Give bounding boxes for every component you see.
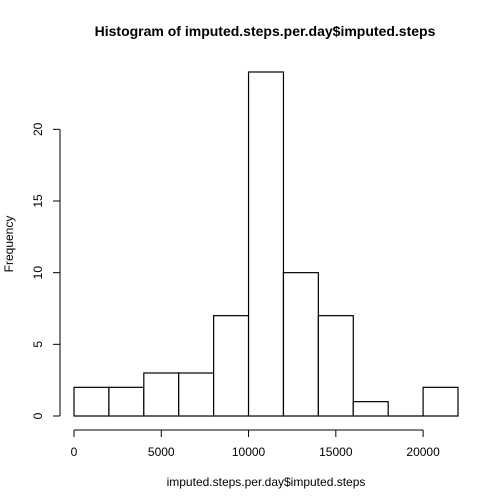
x-axis-label: imputed.steps.per.day$imputed.steps xyxy=(167,475,366,489)
y-tick-label: 15 xyxy=(31,194,45,208)
x-tick-label: 15000 xyxy=(319,445,353,459)
y-tick-label: 0 xyxy=(31,412,45,419)
y-tick-label: 10 xyxy=(31,266,45,280)
histogram-bar xyxy=(178,372,215,417)
histogram-bar xyxy=(108,386,145,417)
histogram-bar xyxy=(213,315,250,417)
histogram-bar xyxy=(352,401,389,417)
x-tick-label: 0 xyxy=(71,445,78,459)
y-tick-label: 5 xyxy=(31,341,45,348)
histogram-bar xyxy=(422,386,459,417)
bars-group xyxy=(73,71,459,417)
chart-title: Histogram of imputed.steps.per.day$imput… xyxy=(95,23,436,39)
x-tick-label: 20000 xyxy=(406,445,440,459)
histogram-bar xyxy=(247,71,285,417)
x-tick-label: 10000 xyxy=(232,445,266,459)
histogram-bar xyxy=(143,372,180,417)
y-axis-label: Frequency xyxy=(2,216,16,273)
histogram-bar xyxy=(282,272,319,417)
histogram-bar xyxy=(317,315,354,417)
histogram-bar xyxy=(73,386,110,417)
y-tick-label: 20 xyxy=(31,122,45,136)
y-axis: 0 5 10 15 20 xyxy=(31,122,61,419)
x-axis: 0 5000 10000 15000 20000 xyxy=(71,429,440,459)
x-tick-label: 5000 xyxy=(148,445,175,459)
